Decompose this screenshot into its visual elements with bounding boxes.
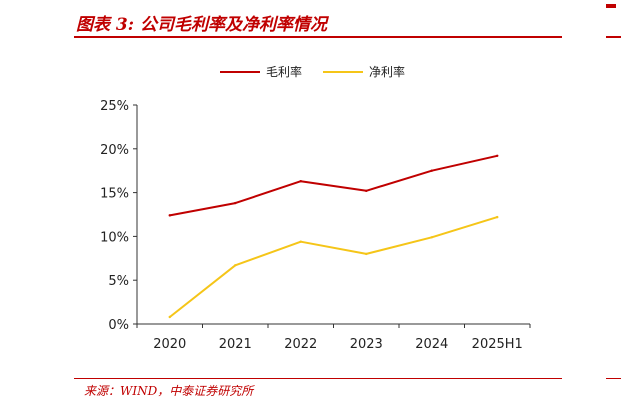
x-tick-label: 2024 [415,337,448,352]
data-point [365,189,368,193]
legend-label: 毛利率 [266,64,302,79]
y-tick-label: 5% [108,274,129,289]
source-divider [74,378,562,379]
x-tick-label: 2020 [153,337,186,352]
x-tick-label: 2022 [284,337,317,352]
data-point [365,252,368,256]
series-line-gross-margin [169,154,498,217]
legend-label: 净利率 [369,64,405,79]
data-point [234,264,237,267]
y-tick-label: 20% [100,143,129,158]
x-tick-label: 2023 [350,337,383,352]
data-point [299,180,302,183]
data-point [168,315,171,319]
y-tick-label: 15% [100,187,129,202]
data-point [168,214,171,217]
y-tick-label: 25% [100,99,129,114]
data-point [430,169,433,172]
x-tick-label: 2021 [219,337,252,352]
data-point [430,236,433,239]
figure-header: 图表 3: 公司毛利率及净利率情况 [0,0,621,40]
data-point [496,154,499,158]
source-note: 来源：WIND，中泰证券研究所 [84,384,254,398]
title-divider [74,36,562,38]
y-tick-label: 0% [108,318,129,333]
y-tick-label: 10% [100,230,129,245]
series-line-net-margin [169,216,498,318]
adjacent-figure-marker [606,4,616,8]
data-point [234,201,237,205]
x-tick-label: 2025H1 [472,337,523,352]
line-chart: 0% 5% 10% 15% 20% 25% 2020 2021 2022 2023 2024 2025… [100,64,531,352]
adjacent-source-divider [606,378,621,379]
data-point [496,215,499,219]
adjacent-title-divider [606,36,621,38]
figure-title: 图表 3: 公司毛利率及净利率情况 [76,15,327,35]
data-point [299,240,302,243]
